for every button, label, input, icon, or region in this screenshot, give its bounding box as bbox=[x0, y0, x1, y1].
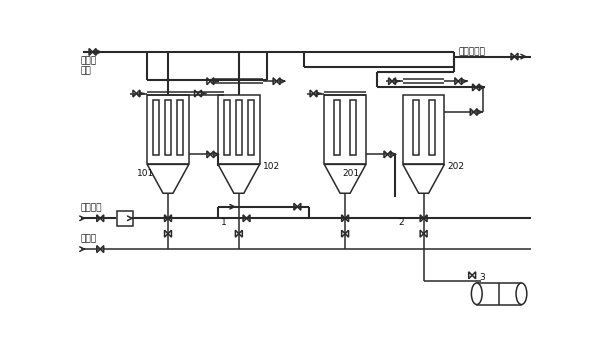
Polygon shape bbox=[470, 109, 474, 115]
Polygon shape bbox=[384, 151, 387, 158]
Bar bbox=[177, 100, 183, 155]
Polygon shape bbox=[342, 215, 345, 222]
Polygon shape bbox=[345, 230, 348, 237]
Polygon shape bbox=[218, 164, 260, 193]
Polygon shape bbox=[97, 246, 100, 252]
Bar bbox=[477, 283, 522, 304]
Polygon shape bbox=[147, 164, 189, 193]
Text: 202: 202 bbox=[448, 162, 465, 171]
Polygon shape bbox=[243, 215, 246, 222]
Polygon shape bbox=[165, 215, 168, 222]
Polygon shape bbox=[235, 230, 239, 237]
Text: 原料油浆: 原料油浆 bbox=[81, 204, 102, 213]
Polygon shape bbox=[97, 215, 100, 222]
Bar bbox=[218, 95, 260, 164]
Bar bbox=[153, 100, 159, 155]
Polygon shape bbox=[424, 215, 427, 222]
Polygon shape bbox=[511, 53, 514, 60]
Polygon shape bbox=[273, 78, 276, 85]
Text: 2: 2 bbox=[398, 218, 404, 227]
Polygon shape bbox=[211, 78, 214, 85]
Polygon shape bbox=[100, 215, 103, 222]
Text: 201: 201 bbox=[342, 169, 359, 178]
Polygon shape bbox=[459, 78, 462, 85]
Polygon shape bbox=[137, 90, 140, 97]
Polygon shape bbox=[514, 53, 518, 60]
Polygon shape bbox=[455, 78, 459, 85]
Bar bbox=[236, 100, 242, 155]
Bar bbox=[224, 100, 230, 155]
Polygon shape bbox=[387, 151, 391, 158]
Text: 反冲洗
气体: 反冲洗 气体 bbox=[81, 56, 97, 75]
Polygon shape bbox=[297, 203, 301, 210]
Polygon shape bbox=[342, 230, 345, 237]
Bar bbox=[334, 100, 340, 155]
Bar bbox=[117, 211, 132, 226]
Polygon shape bbox=[133, 90, 137, 97]
Polygon shape bbox=[168, 215, 171, 222]
Polygon shape bbox=[472, 272, 476, 279]
Polygon shape bbox=[313, 90, 317, 97]
Polygon shape bbox=[207, 78, 211, 85]
Polygon shape bbox=[294, 203, 297, 210]
Polygon shape bbox=[246, 215, 250, 222]
Polygon shape bbox=[165, 230, 168, 237]
Text: 1: 1 bbox=[221, 218, 227, 227]
Polygon shape bbox=[469, 272, 472, 279]
Text: 3: 3 bbox=[479, 273, 485, 282]
Polygon shape bbox=[100, 246, 103, 252]
Polygon shape bbox=[89, 48, 93, 56]
Polygon shape bbox=[392, 78, 396, 85]
Polygon shape bbox=[310, 90, 313, 97]
Text: 102: 102 bbox=[263, 162, 280, 171]
Polygon shape bbox=[420, 215, 423, 222]
Bar bbox=[413, 100, 419, 155]
Polygon shape bbox=[195, 90, 198, 97]
Polygon shape bbox=[424, 230, 427, 237]
Polygon shape bbox=[324, 164, 366, 193]
Polygon shape bbox=[403, 164, 445, 193]
Polygon shape bbox=[388, 78, 392, 85]
Bar bbox=[428, 100, 434, 155]
Bar bbox=[350, 100, 356, 155]
Polygon shape bbox=[474, 109, 477, 115]
Ellipse shape bbox=[516, 283, 527, 304]
Polygon shape bbox=[198, 90, 201, 97]
Ellipse shape bbox=[471, 283, 482, 304]
Polygon shape bbox=[473, 84, 476, 91]
Bar bbox=[165, 100, 171, 155]
Polygon shape bbox=[420, 230, 423, 237]
Polygon shape bbox=[93, 48, 96, 56]
Polygon shape bbox=[239, 230, 242, 237]
Polygon shape bbox=[211, 151, 214, 158]
Polygon shape bbox=[345, 215, 348, 222]
Polygon shape bbox=[276, 78, 280, 85]
Bar bbox=[324, 95, 366, 164]
Bar bbox=[247, 100, 254, 155]
Polygon shape bbox=[207, 151, 211, 158]
Text: 101: 101 bbox=[137, 169, 154, 178]
Bar bbox=[147, 95, 189, 164]
Text: 清洗油: 清洗油 bbox=[81, 235, 97, 244]
Polygon shape bbox=[476, 84, 479, 91]
Polygon shape bbox=[168, 230, 171, 237]
Bar bbox=[403, 95, 445, 164]
Text: 油浆滤清液: 油浆滤清液 bbox=[459, 47, 485, 57]
